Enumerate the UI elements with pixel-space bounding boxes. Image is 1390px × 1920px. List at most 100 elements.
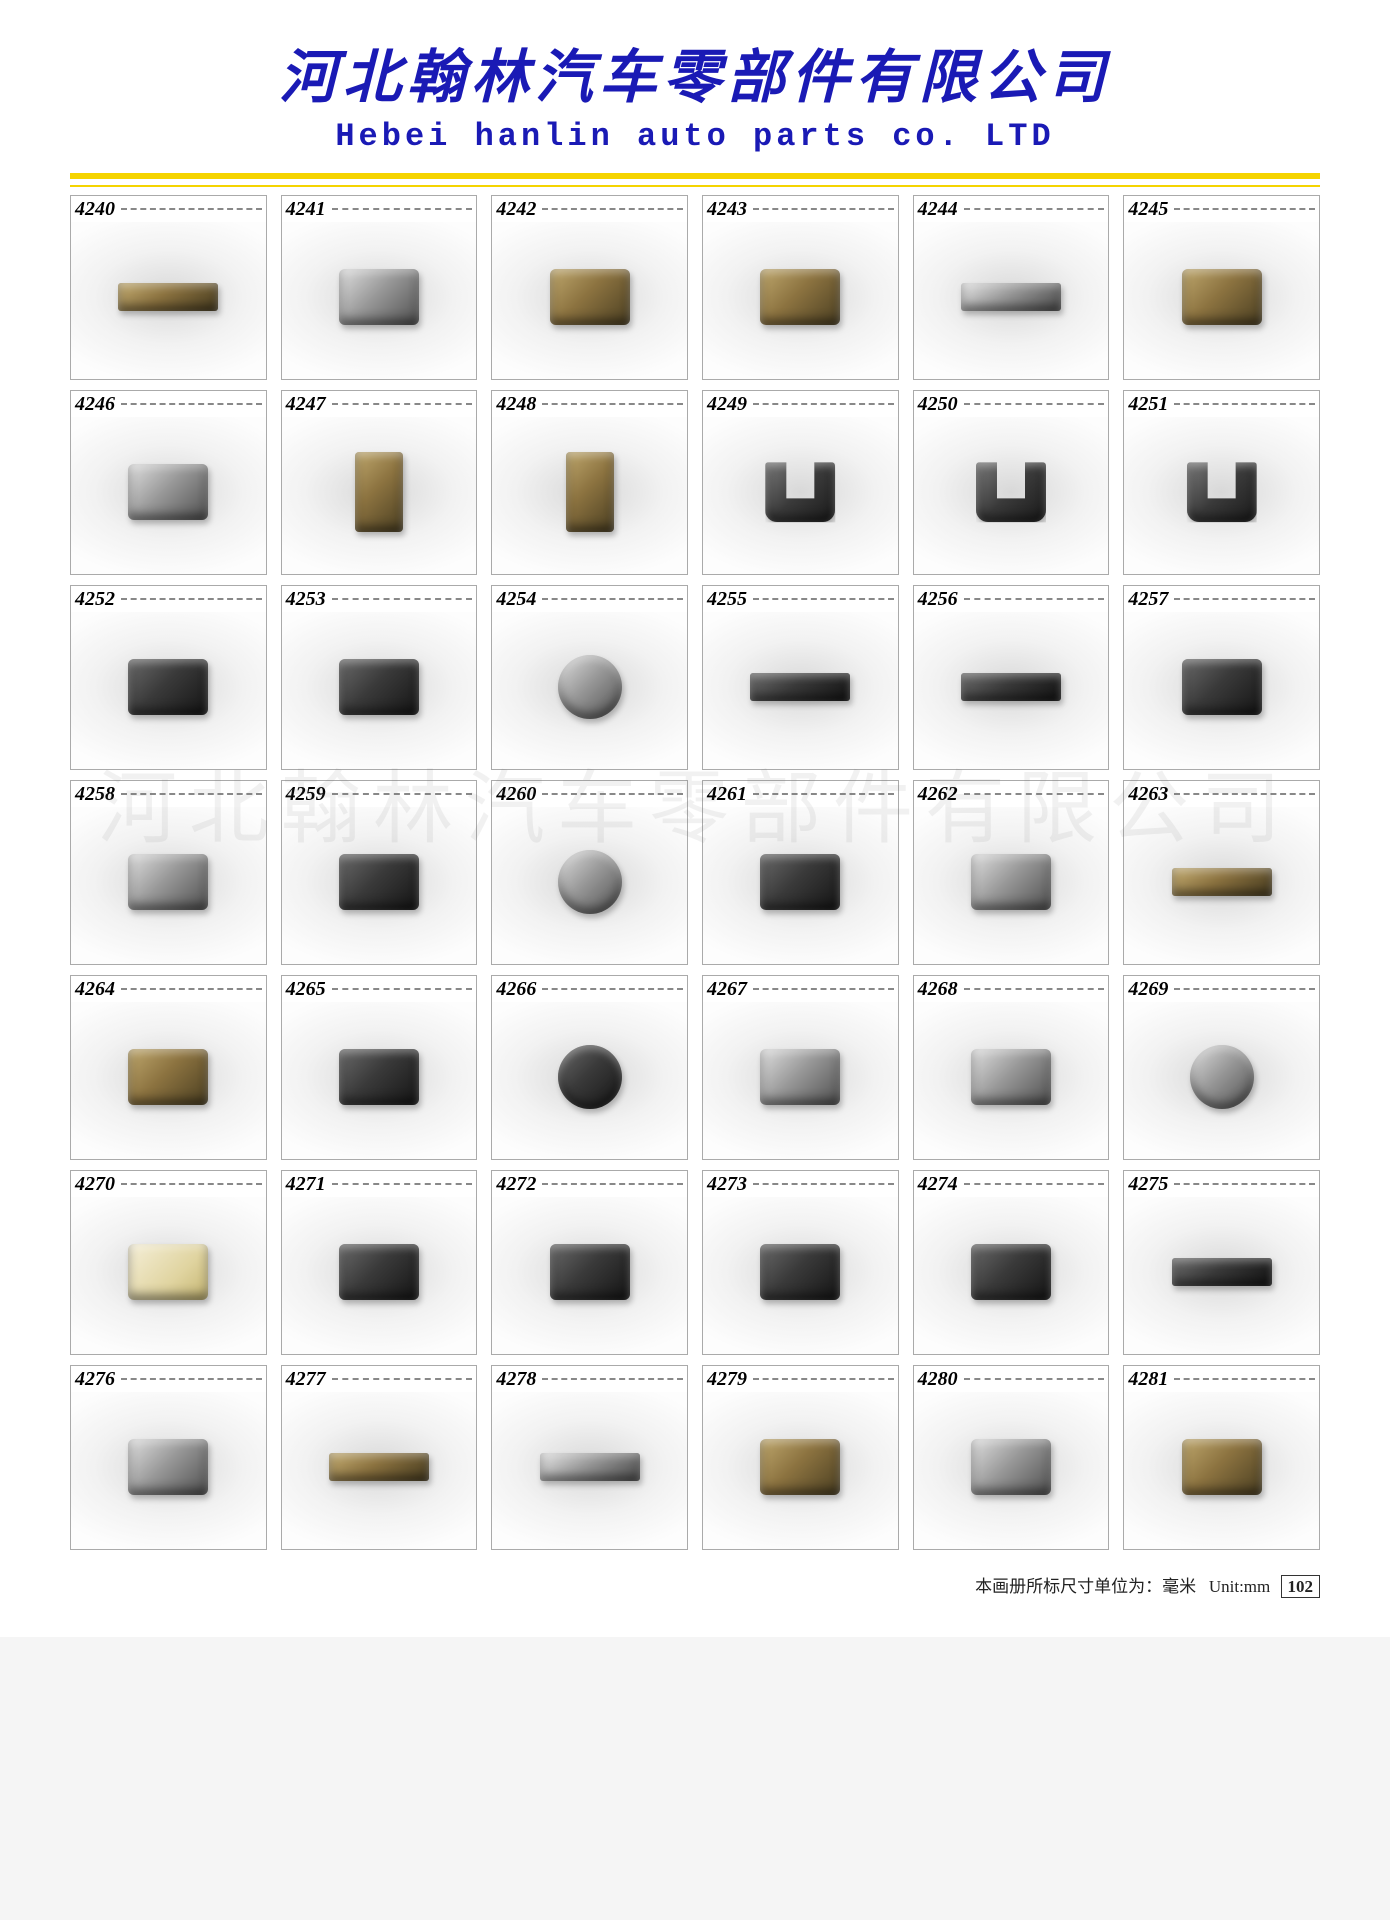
company-name-en: Hebei hanlin auto parts co. LTD — [70, 118, 1320, 155]
cell-header: 4241 — [282, 196, 477, 222]
part-shape — [961, 673, 1061, 701]
dash-divider — [542, 793, 683, 795]
dash-divider — [121, 403, 262, 405]
dash-divider — [1174, 793, 1315, 795]
part-cell: 42472820 — [281, 390, 478, 575]
dash-divider — [753, 403, 894, 405]
part-number: 4278 — [492, 1368, 542, 1391]
part-number: 4279 — [703, 1368, 753, 1391]
dash-divider — [753, 598, 894, 600]
part-photo — [1124, 1392, 1319, 1549]
part-shape — [550, 269, 630, 325]
part-shape — [760, 1049, 840, 1105]
part-cell: 4253122319 — [281, 585, 478, 770]
part-number: 4262 — [914, 783, 964, 806]
part-cell: 424661418 — [70, 390, 267, 575]
dash-divider — [121, 1183, 262, 1185]
part-number: 4276 — [71, 1368, 121, 1391]
cell-header: 4243 — [703, 196, 898, 222]
part-cell: 426862620523 — [913, 975, 1110, 1160]
part-photo — [71, 222, 266, 379]
dash-divider — [542, 988, 683, 990]
page-header: 河北翰林汽车零部件有限公司 Hebei hanlin auto parts co… — [70, 30, 1320, 155]
part-shape — [118, 283, 218, 311]
part-number: 4266 — [492, 978, 542, 1001]
cell-header: 4274 — [914, 1171, 1109, 1197]
cell-header: 4273 — [703, 1171, 898, 1197]
part-number: 4281 — [1124, 1368, 1174, 1391]
cell-header: 4269 — [1124, 976, 1319, 1002]
divider-rule — [70, 173, 1320, 187]
part-cell: 425491016 — [491, 585, 688, 770]
part-photo — [282, 1197, 477, 1354]
part-photo — [1124, 1197, 1319, 1354]
part-number: 4257 — [1124, 588, 1174, 611]
part-photo — [282, 222, 477, 379]
part-number: 4260 — [492, 783, 542, 806]
part-number: 4255 — [703, 588, 753, 611]
part-photo — [492, 1002, 687, 1159]
part-shape — [971, 1049, 1051, 1105]
part-shape — [976, 462, 1046, 522]
part-photo — [914, 417, 1109, 574]
dash-divider — [121, 988, 262, 990]
cell-header: 4276 — [71, 1366, 266, 1392]
footer-unit-en: Unit:mm — [1209, 1577, 1270, 1596]
cell-header: 4246 — [71, 391, 266, 417]
cell-header: 4254 — [492, 586, 687, 612]
dash-divider — [1174, 988, 1315, 990]
part-number: 4245 — [1124, 198, 1174, 221]
dash-divider — [964, 208, 1105, 210]
part-number: 4246 — [71, 393, 121, 416]
part-cell: 4240741 — [70, 195, 267, 380]
part-photo — [914, 1392, 1109, 1549]
part-number: 4265 — [282, 978, 332, 1001]
dash-divider — [332, 988, 473, 990]
cell-header: 4240 — [71, 196, 266, 222]
part-number: 4248 — [492, 393, 542, 416]
dash-divider — [964, 403, 1105, 405]
dash-divider — [753, 1183, 894, 1185]
part-cell: 426037.54752 — [491, 780, 688, 965]
part-cell: 42443020 — [913, 195, 1110, 380]
part-number: 4274 — [914, 1173, 964, 1196]
part-shape — [566, 452, 614, 532]
part-cell: 424914.5 — [702, 390, 899, 575]
part-shape — [339, 1049, 419, 1105]
part-number: 4277 — [282, 1368, 332, 1391]
part-photo — [703, 417, 898, 574]
part-cell: 4269815 — [1123, 975, 1320, 1160]
part-cell: 426321113 — [1123, 780, 1320, 965]
dash-divider — [753, 988, 894, 990]
part-cell: 427926.522010 — [702, 1365, 899, 1550]
part-cell: 424220 — [491, 195, 688, 380]
part-cell: 426431321 — [70, 975, 267, 1160]
part-cell: 426631.433.2 — [491, 975, 688, 1160]
dash-divider — [542, 1183, 683, 1185]
part-photo — [703, 1197, 898, 1354]
part-photo — [492, 417, 687, 574]
cell-header: 4244 — [914, 196, 1109, 222]
part-shape — [971, 1244, 1051, 1300]
part-shape — [355, 452, 403, 532]
dash-divider — [964, 793, 1105, 795]
cell-header: 4253 — [282, 586, 477, 612]
part-photo — [71, 807, 266, 964]
dash-divider — [121, 208, 262, 210]
cell-header: 4272 — [492, 1171, 687, 1197]
part-number: 4267 — [703, 978, 753, 1001]
dash-divider — [753, 793, 894, 795]
company-name-cn: 河北翰林汽车零部件有限公司 — [70, 30, 1320, 114]
cell-header: 4260 — [492, 781, 687, 807]
part-photo — [914, 1002, 1109, 1159]
part-photo — [914, 612, 1109, 769]
part-shape — [128, 464, 208, 520]
part-number: 4250 — [914, 393, 964, 416]
part-cell: 425014 — [913, 390, 1110, 575]
part-cell: 42672014 — [702, 975, 899, 1160]
part-photo — [492, 222, 687, 379]
dash-divider — [332, 403, 473, 405]
part-photo — [71, 1002, 266, 1159]
part-photo — [492, 612, 687, 769]
part-cell: 427317.6323.5 — [702, 1170, 899, 1355]
